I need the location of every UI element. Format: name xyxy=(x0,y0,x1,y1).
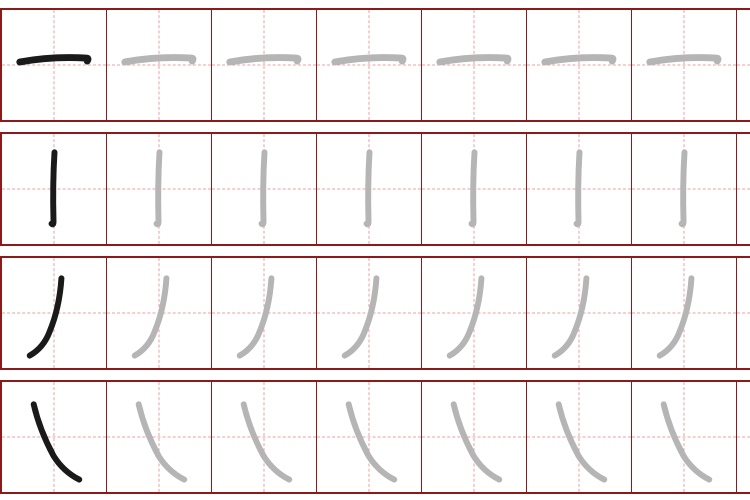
trace-cell-pie xyxy=(632,258,737,368)
na-trace-icon xyxy=(107,382,211,492)
trace-cell-shu xyxy=(632,134,737,244)
trace-cell-na xyxy=(317,382,422,492)
pie-trace-icon xyxy=(527,258,631,368)
na-trace-icon xyxy=(632,382,736,492)
na-trace-icon xyxy=(527,382,631,492)
pie-trace-icon xyxy=(737,258,750,368)
heng-trace-icon xyxy=(632,10,736,120)
trace-cell-pie xyxy=(737,258,750,368)
trace-cell-pie xyxy=(317,258,422,368)
practice-row-na xyxy=(0,380,750,494)
heng-trace-icon xyxy=(422,10,526,120)
na-trace-icon xyxy=(737,382,750,492)
stroke-practice-worksheet xyxy=(0,8,750,494)
practice-row-shu xyxy=(0,132,750,246)
na-stroke-icon xyxy=(2,382,106,492)
pie-trace-icon xyxy=(422,258,526,368)
trace-cell-na xyxy=(527,382,632,492)
na-trace-icon xyxy=(422,382,526,492)
shu-trace-icon xyxy=(107,134,211,244)
trace-cell-na xyxy=(107,382,212,492)
heng-stroke-icon xyxy=(2,10,106,120)
shu-trace-icon xyxy=(737,134,750,244)
trace-cell-pie xyxy=(212,258,317,368)
trace-cell-na xyxy=(422,382,527,492)
pie-trace-icon xyxy=(212,258,316,368)
trace-cell-shu xyxy=(527,134,632,244)
trace-cell-na xyxy=(212,382,317,492)
trace-cell-heng xyxy=(737,10,750,120)
shu-trace-icon xyxy=(212,134,316,244)
model-cell-na xyxy=(2,382,107,492)
shu-trace-icon xyxy=(632,134,736,244)
heng-trace-icon xyxy=(317,10,421,120)
pie-trace-icon xyxy=(107,258,211,368)
heng-trace-icon xyxy=(737,10,750,120)
heng-trace-icon xyxy=(107,10,211,120)
na-trace-icon xyxy=(212,382,316,492)
trace-cell-heng xyxy=(212,10,317,120)
trace-cell-shu xyxy=(107,134,212,244)
pie-trace-icon xyxy=(317,258,421,368)
heng-trace-icon xyxy=(527,10,631,120)
trace-cell-na xyxy=(737,382,750,492)
shu-stroke-icon xyxy=(2,134,106,244)
pie-trace-icon xyxy=(632,258,736,368)
trace-cell-shu xyxy=(737,134,750,244)
pie-stroke-icon xyxy=(2,258,106,368)
trace-cell-heng xyxy=(632,10,737,120)
trace-cell-shu xyxy=(317,134,422,244)
model-cell-shu xyxy=(2,134,107,244)
shu-trace-icon xyxy=(317,134,421,244)
trace-cell-shu xyxy=(422,134,527,244)
trace-cell-heng xyxy=(107,10,212,120)
trace-cell-shu xyxy=(212,134,317,244)
trace-cell-pie xyxy=(527,258,632,368)
trace-cell-heng xyxy=(527,10,632,120)
practice-row-pie xyxy=(0,256,750,370)
model-cell-heng xyxy=(2,10,107,120)
model-cell-pie xyxy=(2,258,107,368)
trace-cell-na xyxy=(632,382,737,492)
na-trace-icon xyxy=(317,382,421,492)
heng-trace-icon xyxy=(212,10,316,120)
practice-row-heng xyxy=(0,8,750,122)
trace-cell-pie xyxy=(107,258,212,368)
shu-trace-icon xyxy=(422,134,526,244)
shu-trace-icon xyxy=(527,134,631,244)
trace-cell-pie xyxy=(422,258,527,368)
trace-cell-heng xyxy=(317,10,422,120)
trace-cell-heng xyxy=(422,10,527,120)
